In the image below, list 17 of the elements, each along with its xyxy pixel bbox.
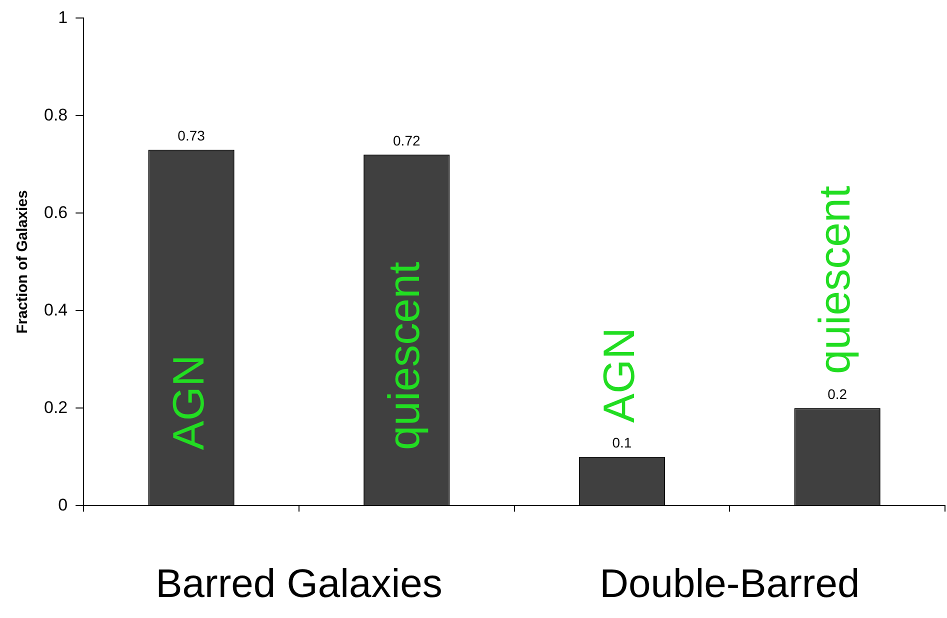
- data-label: 0.2: [828, 386, 848, 402]
- y-tick-label: 1: [58, 8, 68, 27]
- data-label: 0.73: [178, 128, 206, 144]
- y-tick-label: 0: [58, 495, 68, 514]
- data-label: 0.72: [393, 132, 420, 149]
- y-tick-label: 0.6: [44, 202, 68, 222]
- x-tick-label: quiescent: [810, 186, 860, 374]
- x-tick-label: quiescent: [380, 262, 429, 450]
- y-tick-label: 0.4: [44, 300, 68, 320]
- x-tick-label: AGN: [595, 328, 644, 423]
- y-axis-title: Fraction of Galaxies: [14, 190, 32, 334]
- text: Barred Galaxies: [156, 562, 442, 606]
- data-label: 0.1: [612, 434, 632, 451]
- text: Double-Barred: [600, 562, 860, 606]
- y-tick-label: 0.2: [44, 398, 68, 417]
- x-tick-label: AGN: [164, 354, 214, 450]
- y-tick-label: 0.8: [44, 105, 68, 124]
